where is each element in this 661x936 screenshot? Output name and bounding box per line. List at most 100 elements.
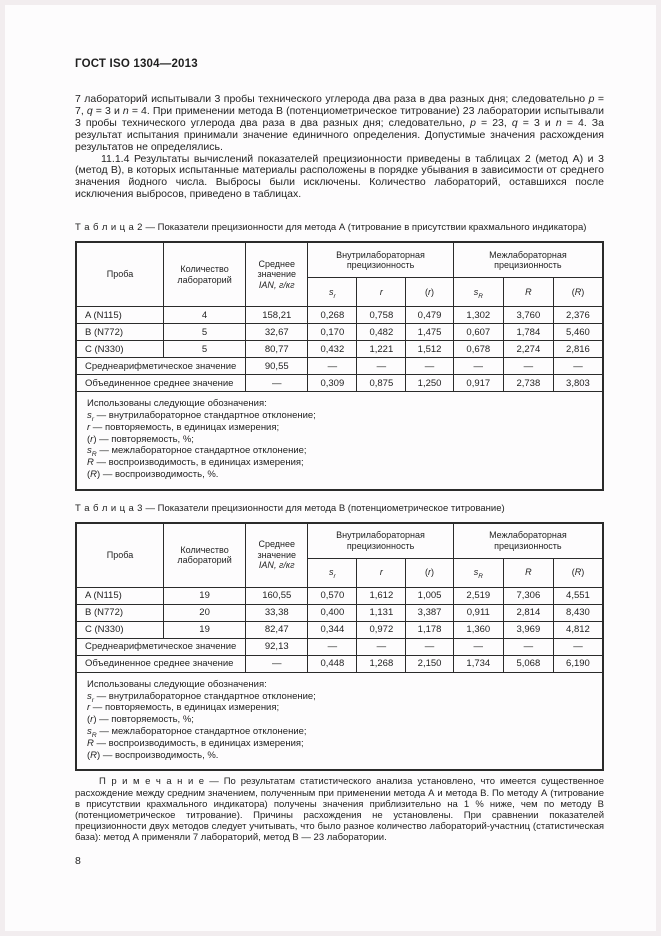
table-cell: 8,430 (552, 603, 604, 622)
legend-line: (R) — воспроизводимость, %. (87, 749, 219, 761)
legend-line: (R) — воспроизводимость, %. (87, 468, 219, 480)
table-row: B (N772) 20 33,38 0,400 1,131 3,387 0,911 2,814… (75, 603, 604, 622)
table-cell: 4,812 (552, 620, 604, 639)
table-legend-row: Использованы следующие обозначения: sr — … (75, 391, 604, 491)
table-cell: 0,344 (307, 620, 358, 639)
legend-line: sR — межлабораторное стандартное отклоне… (87, 445, 307, 459)
table-cell: 2,738 (502, 374, 554, 393)
table-cell: 1,268 (356, 654, 407, 673)
table-cell: — (245, 374, 309, 393)
note-label: П р и м е ч а н и е (99, 776, 205, 788)
table-2-caption-text: — Показатели прецизионности для метода А… (142, 222, 587, 234)
table-cell: 0,268 (307, 306, 358, 325)
row-label-cell: Объединенное среднее значение (75, 654, 247, 673)
table-cell: — (502, 357, 554, 376)
column-subheader-2: (r) (405, 557, 454, 588)
column-header-mean-ian: Среднее значение IAN, г/кг (245, 522, 309, 588)
table-row: Среднеарифметическое значение 90,55— — — — — — (75, 357, 604, 376)
note-paragraph: П р и м е ч а н и е — По результатам ста… (75, 776, 604, 843)
table-cell: 80,77 (245, 340, 309, 359)
table-cell: 4 (162, 306, 247, 325)
table-cell: 3,803 (552, 374, 604, 393)
table-cell: 1,475 (405, 323, 454, 342)
table-cell: 82,47 (245, 620, 309, 639)
table-header-row: Проба Количество лабораторий Среднее значе… (75, 522, 604, 588)
column-header-lab-count: Количество лабораторий (162, 522, 247, 588)
row-label-cell: B (N772) (75, 603, 164, 622)
table-cell: 1,734 (452, 654, 504, 673)
table-cell: 0,875 (356, 374, 407, 393)
table-cell: 5 (162, 323, 247, 342)
table-row: A (N115) 19 160,55 0,570 1,612 1,005 2,519 7,30… (75, 586, 604, 605)
table-cell: 1,302 (452, 306, 504, 325)
table-cell: 4,551 (552, 586, 604, 605)
column-subheader-5: (R) (552, 277, 604, 308)
row-label-cell: C (N330) (75, 340, 164, 359)
legend-line: sr — внутрилабораторное стандартное откл… (87, 409, 316, 423)
table-cell: 20 (162, 603, 247, 622)
table-header-row: Проба Количество лабораторий Среднее значе… (75, 241, 604, 308)
column-subheader-3: sR (452, 277, 504, 308)
table-cell: 5,068 (502, 654, 554, 673)
table-cell: 0,758 (356, 306, 407, 325)
table-cell: — (307, 637, 358, 656)
table-row: B (N772) 5 32,67 0,170 0,482 1,475 0,607 1,784 5… (75, 323, 604, 342)
table-row: Объединенное среднее значение —0,448 1,268… (75, 654, 604, 673)
table-cell: 0,482 (356, 323, 407, 342)
legend-line: R — воспроизводимость, в единицах измере… (87, 737, 304, 749)
table-row: C (N330) 5 80,77 0,432 1,221 1,512 0,678 2,274 2… (75, 340, 604, 359)
column-subheader-0: sr (307, 557, 358, 588)
legend-line: r — повторяемость, в единицах измерения; (87, 421, 280, 433)
table-cell: 2,274 (502, 340, 554, 359)
column-group-within-lab: Внутрилабораторная прецизионность (307, 522, 454, 559)
table-cell: 2,816 (552, 340, 604, 359)
table-legend-row: Использованы следующие обозначения: sr — … (75, 671, 604, 771)
note-text: — По результатам статистического анализа… (75, 776, 604, 844)
column-header-lab-count: Количество лабораторий (162, 241, 247, 308)
table-2-caption: Т а б л и ц а 2 — Показатели прецизионно… (75, 222, 604, 233)
table-legend: Использованы следующие обозначения: sr — … (75, 671, 604, 771)
table-cell: 160,55 (245, 586, 309, 605)
table-cell: 1,221 (356, 340, 407, 359)
table-3-caption-label: Т а б л и ц а 3 (75, 502, 143, 514)
table-cell: — (356, 637, 407, 656)
column-subheader-4: R (502, 277, 554, 308)
table-cell: 0,972 (356, 620, 407, 639)
table-cell: — (452, 637, 504, 656)
paragraph-11-1-4: 11.1.4 Результаты вычислений показателей… (75, 152, 604, 201)
table-2-precision-method-a: Проба Количество лабораторий Среднее значе… (75, 241, 604, 491)
table-cell: — (452, 357, 504, 376)
table-cell: — (552, 357, 604, 376)
table-cell: 32,67 (245, 323, 309, 342)
table-cell: 3,760 (502, 306, 554, 325)
table-cell: 1,784 (502, 323, 554, 342)
table-cell: 3,969 (502, 620, 554, 639)
row-label-cell: Среднеарифметическое значение (75, 637, 247, 656)
table-cell: 5,460 (552, 323, 604, 342)
column-subheader-1: r (356, 557, 407, 588)
table-cell: — (307, 357, 358, 376)
legend-line: r — повторяемость, в единицах измерения; (87, 702, 280, 714)
table-cell: 0,170 (307, 323, 358, 342)
legend-line: sR — межлабораторное стандартное отклоне… (87, 725, 307, 739)
table-cell: 158,21 (245, 306, 309, 325)
row-label-cell: Среднеарифметическое значение (75, 357, 247, 376)
legend-line: (r) — повторяемость, %; (87, 714, 194, 726)
row-label-cell: A (N115) (75, 586, 164, 605)
table-cell: 19 (162, 620, 247, 639)
paragraph-continuation: 7 лабораторий испытывали 3 пробы техниче… (75, 93, 605, 153)
table-cell: 0,678 (452, 340, 504, 359)
table-cell: 1,178 (405, 620, 454, 639)
column-group-between-lab: Межлабораторная прецизионность (452, 241, 604, 279)
table-cell: 1,612 (356, 586, 407, 605)
table-3-caption-text: — Показатели прецизионности для метода В… (142, 502, 505, 514)
table-row: C (N330) 19 82,47 0,344 0,972 1,178 1,360 3,969… (75, 620, 604, 639)
page-number: 8 (75, 854, 81, 867)
table-subheader-row: sr r (r) sR R (R) (76, 277, 604, 308)
column-group-between-lab: Межлабораторная прецизионность (452, 522, 604, 559)
table-cell: 1,360 (452, 620, 504, 639)
table-cell: — (405, 357, 454, 376)
table-legend: Использованы следующие обозначения: sr — … (75, 391, 604, 491)
table-3-precision-method-b: Проба Количество лабораторий Среднее значе… (75, 521, 604, 772)
table-subheader-row: sr r (r) sR R (R) (76, 557, 604, 588)
